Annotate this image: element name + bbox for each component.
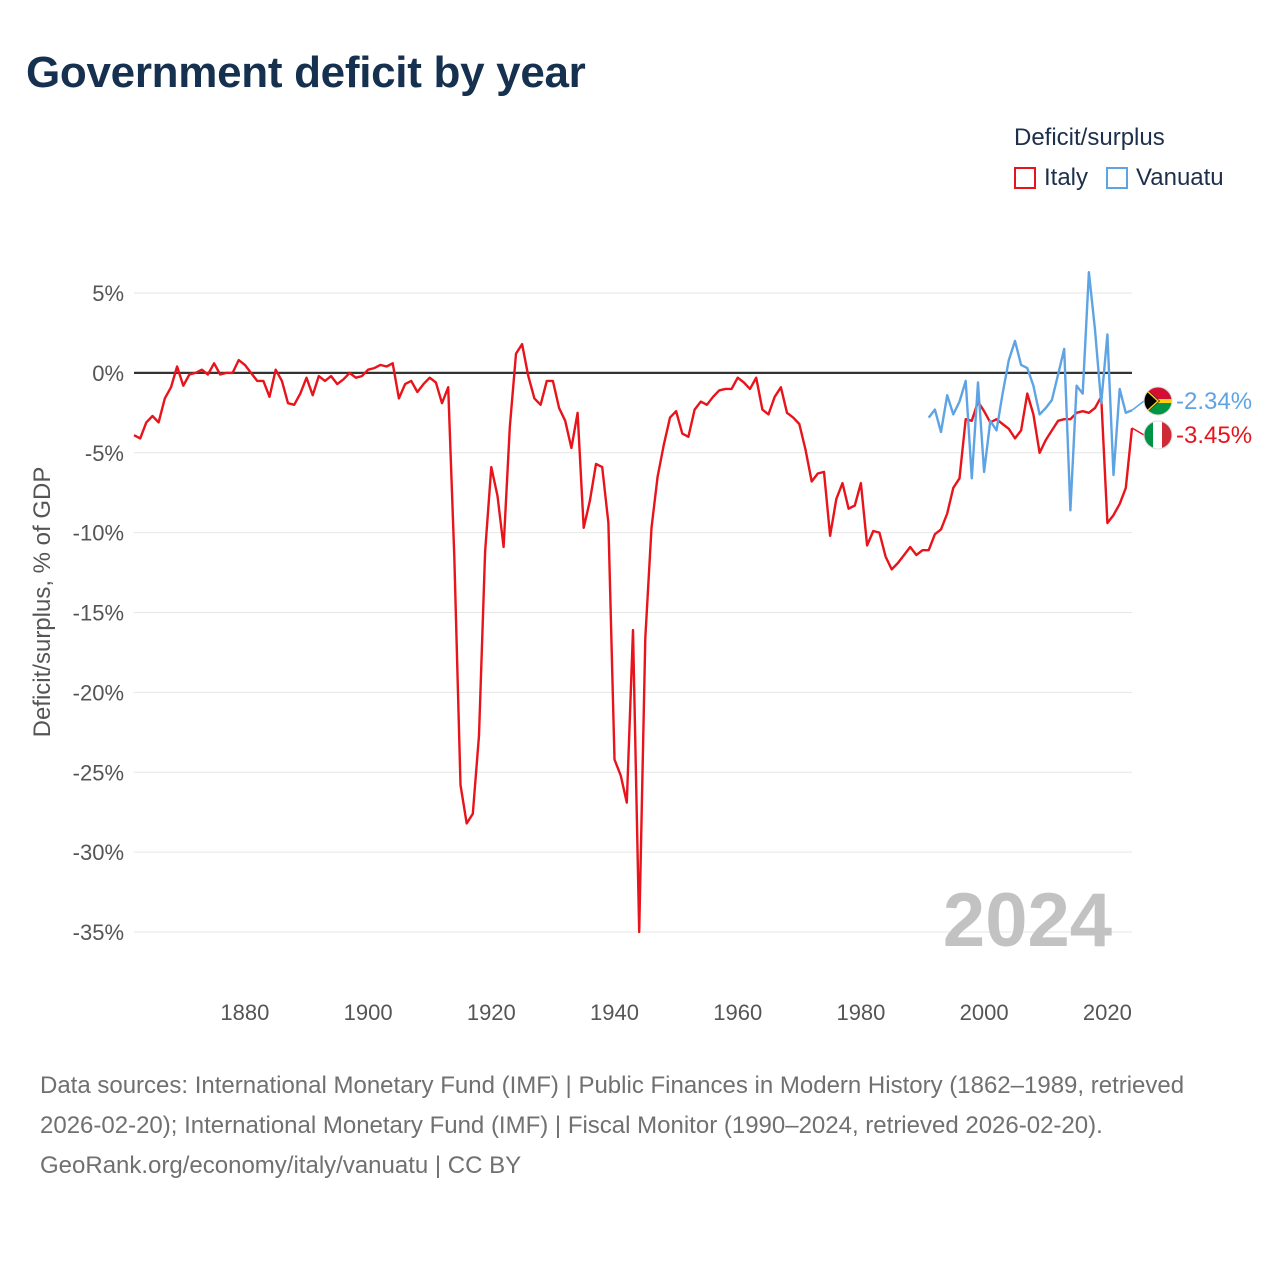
legend-swatch-italy <box>1014 167 1036 189</box>
legend: Deficit/surplus Italy Vanuatu <box>1014 124 1242 192</box>
y-tick-label: 5% <box>92 281 124 306</box>
grid <box>134 292 1132 933</box>
y-axis-ticks: 5% 0% -5% -10% -15% -20% -25% -30% -35% <box>73 281 124 945</box>
chart-title: Government deficit by year <box>26 48 586 97</box>
x-tick-label: 2000 <box>960 1000 1009 1025</box>
y-tick-label: 0% <box>92 361 124 386</box>
vanuatu-end-label: -2.34% <box>1176 388 1252 415</box>
legend-title: Deficit/surplus <box>1014 124 1165 151</box>
vanuatu-flag-icon <box>1144 387 1172 415</box>
italy-end-marker: -3.45% <box>1131 420 1252 450</box>
italy-end-connector <box>1131 427 1145 436</box>
vanuatu-end-connector <box>1131 400 1145 411</box>
y-tick-label: -5% <box>85 441 124 466</box>
y-tick-label: -20% <box>73 680 124 705</box>
year-label: 2024 <box>943 878 1112 963</box>
legend-label-vanuatu: Vanuatu <box>1136 164 1224 191</box>
y-tick-label: -10% <box>73 521 124 546</box>
x-tick-label: 1980 <box>836 1000 885 1025</box>
x-tick-label: 1920 <box>467 1000 516 1025</box>
x-tick-label: 1960 <box>713 1000 762 1025</box>
italy-flag-icon <box>1144 421 1172 449</box>
x-axis-ticks: 1880 1900 1920 1940 1960 1980 2000 2020 <box>220 1000 1131 1025</box>
series-line-italy <box>133 342 1134 934</box>
y-tick-label: -30% <box>73 840 124 865</box>
y-axis-label: Deficit/surplus, % of GDP <box>29 467 56 738</box>
legend-item-vanuatu[interactable]: Vanuatu <box>1106 164 1224 192</box>
x-tick-label: 2020 <box>1083 1000 1132 1025</box>
source-link[interactable]: GeoRank.org/economy/italy/vanuatu | CC B… <box>40 1152 522 1179</box>
x-tick-label: 1940 <box>590 1000 639 1025</box>
legend-item-italy[interactable]: Italy <box>1014 164 1088 192</box>
series-lines <box>133 271 1134 934</box>
footer: Data sources: International Monetary Fun… <box>40 1066 1240 1186</box>
series-line-vanuatu <box>927 271 1133 512</box>
legend-label-italy: Italy <box>1044 164 1089 191</box>
x-tick-label: 1880 <box>220 1000 269 1025</box>
y-tick-label: -15% <box>73 601 124 626</box>
y-tick-label: -25% <box>73 760 124 785</box>
data-sources: Data sources: International Monetary Fun… <box>40 1072 1185 1139</box>
x-tick-label: 1900 <box>344 1000 393 1025</box>
legend-swatch-vanuatu <box>1106 167 1129 189</box>
vanuatu-end-marker: -2.34% <box>1131 386 1252 416</box>
italy-end-label: -3.45% <box>1176 422 1252 449</box>
y-tick-label: -35% <box>73 920 124 945</box>
chart-area: 5% 0% -5% -10% -15% -20% -25% -30% -35% 1880 1900… <box>29 271 1252 1025</box>
